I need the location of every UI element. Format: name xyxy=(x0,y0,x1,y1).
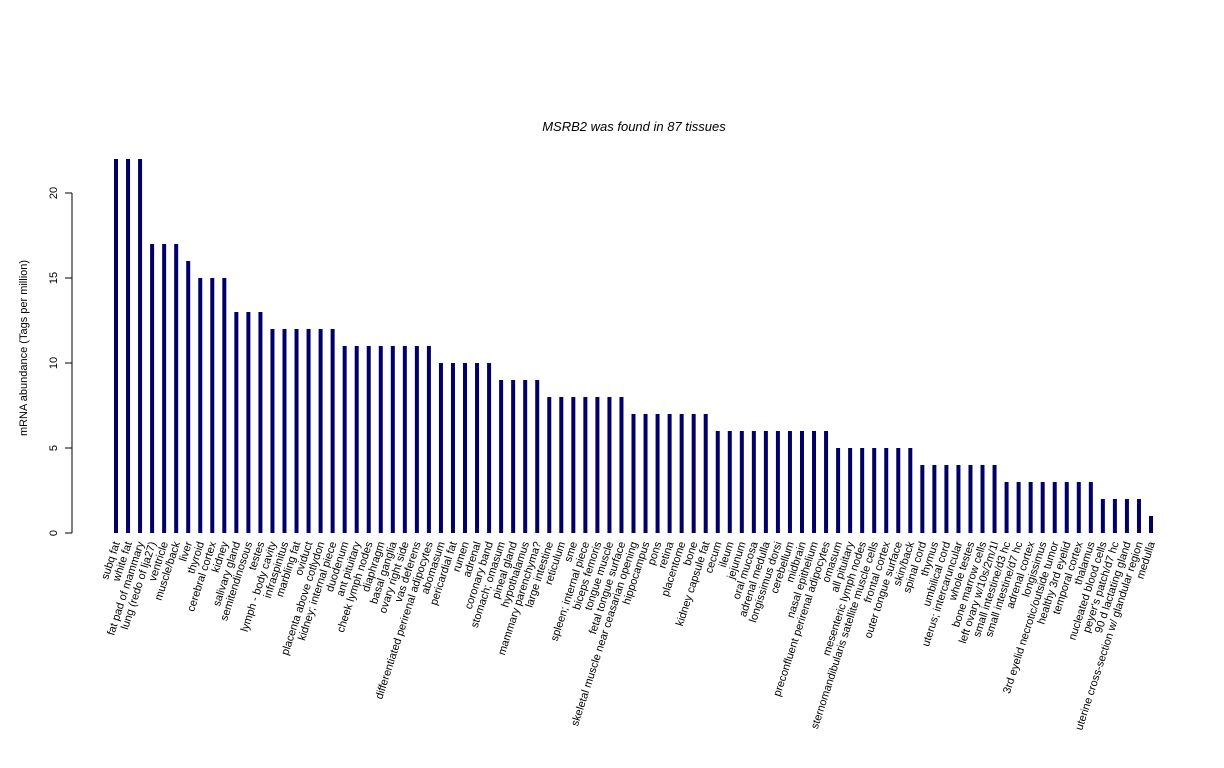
bar xyxy=(751,431,756,533)
bar xyxy=(559,397,564,533)
bar xyxy=(114,159,118,533)
bar xyxy=(475,363,480,533)
chart-title: MSRB2 was found in 87 tissues xyxy=(542,119,726,134)
bar xyxy=(354,346,359,533)
bar xyxy=(438,363,443,533)
bar xyxy=(679,414,684,533)
bar xyxy=(1076,482,1081,533)
bar xyxy=(691,414,696,533)
bar xyxy=(1064,482,1069,533)
bar xyxy=(414,346,419,533)
bar xyxy=(282,329,287,533)
bar xyxy=(715,431,720,533)
bar xyxy=(138,159,143,533)
bar xyxy=(1016,482,1021,533)
bar xyxy=(1004,482,1009,533)
bar xyxy=(186,261,191,533)
bar xyxy=(1088,482,1093,533)
bar xyxy=(631,414,636,533)
bar xyxy=(812,431,817,533)
bar xyxy=(787,431,792,533)
bar xyxy=(980,465,985,533)
bar xyxy=(1100,499,1105,533)
bar xyxy=(390,346,395,533)
bar xyxy=(330,329,335,533)
bar xyxy=(270,329,275,533)
bar xyxy=(571,397,576,533)
y-tick-label: 15 xyxy=(48,272,60,284)
bar xyxy=(450,363,455,533)
bar xyxy=(499,380,504,533)
bar xyxy=(836,448,841,533)
bar xyxy=(932,465,937,533)
bar xyxy=(968,465,973,533)
bar xyxy=(619,397,624,533)
bar xyxy=(426,346,431,533)
bar xyxy=(402,346,407,533)
bar xyxy=(1149,516,1153,533)
bar xyxy=(992,465,997,533)
bar xyxy=(727,431,732,533)
bar xyxy=(908,448,913,533)
bar xyxy=(884,448,889,533)
bar xyxy=(342,346,347,533)
bar xyxy=(1040,482,1045,533)
bar xyxy=(198,278,203,533)
bar xyxy=(872,448,877,533)
bar xyxy=(739,431,744,533)
bar xyxy=(655,414,660,533)
bar xyxy=(1112,499,1117,533)
bar xyxy=(595,397,600,533)
bar xyxy=(294,329,299,533)
bar xyxy=(896,448,901,533)
bar xyxy=(535,380,540,533)
bar xyxy=(775,431,780,533)
bar xyxy=(487,363,492,533)
bar xyxy=(258,312,263,533)
bar xyxy=(848,448,853,533)
bar xyxy=(920,465,925,533)
bar xyxy=(306,329,311,533)
bar xyxy=(944,465,949,533)
bar xyxy=(1052,482,1057,533)
y-tick-label: 0 xyxy=(48,530,60,536)
bar xyxy=(583,397,588,533)
bar xyxy=(463,363,468,533)
y-tick-label: 20 xyxy=(48,187,60,199)
bar xyxy=(703,414,708,533)
bar xyxy=(824,431,829,533)
bar xyxy=(1124,499,1129,533)
bar xyxy=(1136,499,1141,533)
bar xyxy=(126,159,131,533)
bar xyxy=(547,397,552,533)
bar xyxy=(318,329,323,533)
bar xyxy=(956,465,961,533)
y-tick-label: 10 xyxy=(48,357,60,369)
bar xyxy=(860,448,865,533)
bar xyxy=(378,346,383,533)
bar xyxy=(366,346,371,533)
bar xyxy=(150,244,155,533)
bar xyxy=(222,278,227,533)
bar xyxy=(162,244,167,533)
bar xyxy=(210,278,215,533)
bar xyxy=(667,414,672,533)
bar xyxy=(643,414,648,533)
y-axis-label: mRNA abundance (Tags per million) xyxy=(18,260,30,436)
bar xyxy=(234,312,239,533)
bar xyxy=(799,431,804,533)
bar xyxy=(511,380,516,533)
bar xyxy=(607,397,612,533)
bar xyxy=(246,312,251,533)
y-tick-label: 5 xyxy=(48,445,60,451)
bar xyxy=(763,431,768,533)
bar xyxy=(174,244,179,533)
bar xyxy=(1028,482,1033,533)
bar xyxy=(523,380,528,533)
